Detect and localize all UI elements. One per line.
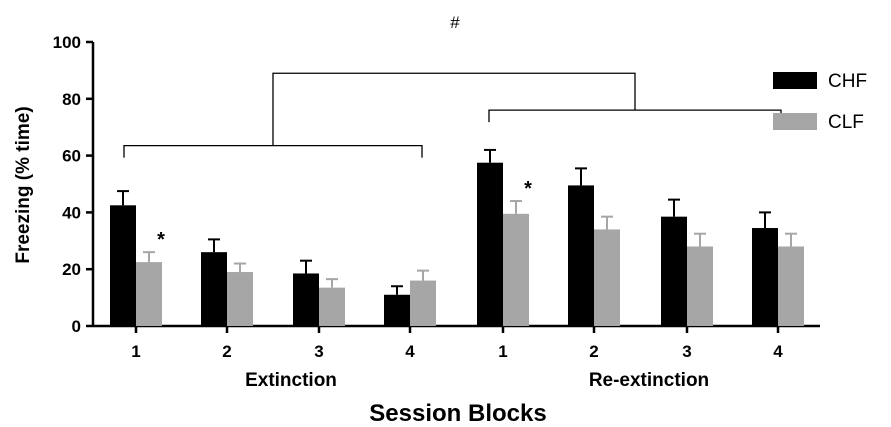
x-tick-label-2: 3 [314, 342, 323, 361]
bar-chf-2 [293, 273, 319, 326]
bar-chf-4 [477, 162, 503, 326]
x-tick-label-5: 2 [589, 342, 598, 361]
y-tick-label-0: 0 [72, 317, 81, 336]
x-tick-label-6: 3 [682, 342, 691, 361]
bars [110, 148, 804, 326]
y-tick-label-80: 80 [62, 90, 81, 109]
legend-label-clf: CLF [828, 112, 864, 133]
bar-clf-0 [136, 262, 162, 326]
bar-clf-1 [227, 272, 253, 326]
group-label-extinction: Extinction [245, 370, 337, 391]
bar-chf-5 [568, 185, 594, 326]
significance-star-0: * [157, 229, 165, 251]
bracket-between-groups [272, 72, 636, 146]
bar-chf-7 [752, 228, 778, 326]
x-tick-label-4: 1 [498, 342, 507, 361]
x-tick-label-0: 1 [131, 342, 140, 361]
legend-swatch-chf [773, 72, 817, 89]
x-tick-label-1: 2 [222, 342, 231, 361]
bracket-re-extinction [488, 109, 782, 123]
group-comparison-mark: # [450, 13, 460, 32]
significance-star-1: * [524, 178, 532, 200]
bracket-extinction [123, 145, 423, 158]
bar-chf-0 [110, 205, 136, 326]
bar-clf-7 [778, 246, 804, 326]
legend-swatch-clf [773, 113, 817, 130]
bar-chf-6 [661, 216, 687, 326]
bar-chf-1 [201, 252, 227, 326]
bar-clf-5 [594, 229, 620, 326]
y-axis-label: Freezing (% time) [13, 106, 34, 263]
legend: CHF CLF [773, 71, 867, 133]
bar-clf-3 [410, 280, 436, 326]
bar-clf-2 [319, 287, 345, 326]
legend-label-chf: CHF [828, 71, 867, 92]
bar-clf-4 [503, 213, 529, 326]
bar-chf-3 [384, 294, 410, 326]
y-tick-label-40: 40 [62, 203, 81, 222]
y-tick-label-60: 60 [62, 147, 81, 166]
x-axis-label: Session Blocks [369, 400, 546, 427]
group-label-re-extinction: Re-extinction [589, 370, 709, 391]
x-tick-label-7: 4 [773, 342, 783, 361]
x-tick-label-3: 4 [405, 342, 415, 361]
bar-clf-6 [687, 246, 713, 326]
y-tick-label-100: 100 [53, 33, 81, 52]
y-tick-label-20: 20 [62, 260, 81, 279]
